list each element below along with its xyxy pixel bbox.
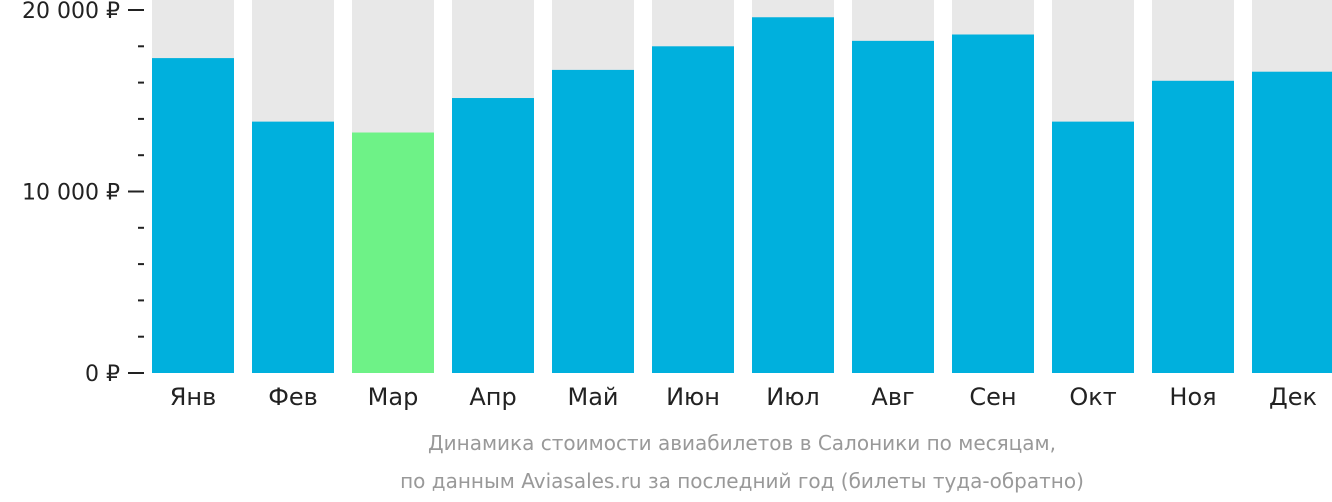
y-tick-label: 20 000 ₽ [22,0,120,24]
bar-10[interactable] [1052,121,1134,373]
x-tick-label: Сен [969,383,1016,411]
x-tick-label: Янв [170,383,217,411]
x-tick-label: Апр [469,383,516,411]
bar-11[interactable] [1152,80,1234,373]
y-tick-label: 0 ₽ [85,362,120,387]
x-tick-label: Ноя [1169,383,1216,411]
bar-9[interactable] [952,34,1034,373]
x-axis: Янв Фев Мар Апр Май Июн Июл Авг Сен Окт Ноя Дек [170,383,1317,411]
x-tick-label: Дек [1269,383,1317,411]
x-tick-label: Мар [368,383,419,411]
bar-2[interactable] [252,121,334,373]
y-tick-label: 10 000 ₽ [22,181,120,206]
bar-3[interactable] [352,132,434,373]
x-tick-label: Фев [268,383,318,411]
bar-12[interactable] [1252,71,1332,374]
bar-7[interactable] [752,17,834,373]
caption-line-2: по данным Aviasales.ru за последний год … [400,469,1084,493]
bar-8[interactable] [852,40,934,373]
bar-5[interactable] [552,69,634,374]
x-tick-label: Июн [666,383,720,411]
x-tick-label: Окт [1069,383,1116,411]
bar-1[interactable] [152,58,234,373]
y-axis: 0 ₽ 10 000 ₽ 20 000 ₽ [22,0,144,387]
x-tick-label: Авг [871,383,914,411]
bar-6[interactable] [652,46,734,374]
x-tick-label: Май [567,383,618,411]
caption-line-1: Динамика стоимости авиабилетов в Салоник… [428,431,1056,455]
bars-layer [152,0,1332,374]
bar-4[interactable] [452,98,534,373]
x-tick-label: Июл [766,383,820,411]
